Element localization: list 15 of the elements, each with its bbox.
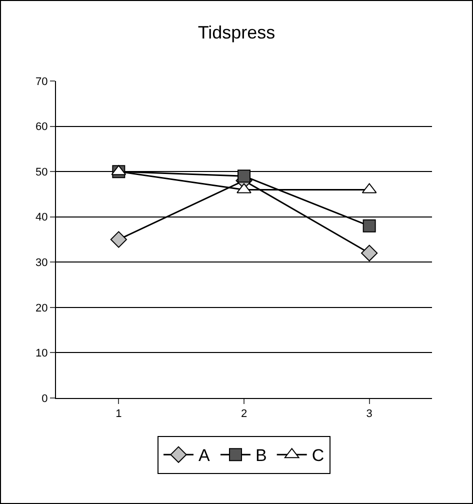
legend-label: A xyxy=(198,446,210,466)
y-tick-label: 60 xyxy=(36,121,48,134)
y-tick-label: 30 xyxy=(36,256,48,269)
y-tick-label: 20 xyxy=(36,302,48,314)
legend-label: C xyxy=(312,446,324,466)
y-tick-label: 40 xyxy=(36,212,48,224)
y-tick-label: 50 xyxy=(36,166,48,178)
x-tick-label: 3 xyxy=(366,408,372,420)
y-tick-label: 70 xyxy=(36,76,48,88)
y-tick-label: 0 xyxy=(42,392,48,405)
chart-title: Tidspress xyxy=(198,22,276,43)
y-tick-label: 10 xyxy=(36,348,48,360)
legend-label: B xyxy=(256,446,267,466)
x-tick-label: 2 xyxy=(240,408,248,420)
x-tick-label: 1 xyxy=(116,408,122,420)
